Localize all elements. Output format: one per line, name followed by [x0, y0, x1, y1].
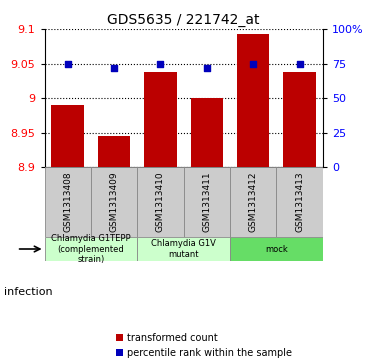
Legend: transformed count, percentile rank within the sample: transformed count, percentile rank withi… [116, 333, 292, 358]
Point [157, 61, 163, 66]
Text: GSM1313409: GSM1313409 [109, 172, 119, 232]
Point [111, 65, 117, 71]
Text: GSM1313408: GSM1313408 [63, 172, 72, 232]
Text: GSM1313411: GSM1313411 [202, 172, 211, 232]
Text: GSM1313410: GSM1313410 [156, 172, 165, 232]
Bar [237, 34, 269, 167]
Point [297, 61, 303, 66]
Bar [191, 98, 223, 167]
Bar [230, 167, 276, 237]
Bar [137, 237, 230, 261]
Bar [45, 167, 91, 237]
Bar [276, 167, 323, 237]
Text: mock: mock [265, 245, 288, 253]
Bar [283, 72, 316, 167]
Bar [144, 72, 177, 167]
Point [204, 65, 210, 71]
Point [65, 61, 70, 66]
Text: GSM1313413: GSM1313413 [295, 172, 304, 232]
Title: GDS5635 / 221742_at: GDS5635 / 221742_at [107, 13, 260, 26]
Text: Chlamydia G1V
mutant: Chlamydia G1V mutant [151, 239, 216, 259]
Text: GSM1313412: GSM1313412 [249, 172, 258, 232]
Text: Chlamydia G1TEPP
(complemented
strain): Chlamydia G1TEPP (complemented strain) [51, 234, 131, 264]
Text: infection: infection [4, 287, 52, 297]
Bar [91, 167, 137, 237]
Bar [230, 237, 323, 261]
Bar [52, 105, 84, 167]
Bar [184, 167, 230, 237]
Point [250, 61, 256, 66]
Bar [98, 136, 130, 167]
Bar [137, 167, 184, 237]
Bar [45, 237, 137, 261]
